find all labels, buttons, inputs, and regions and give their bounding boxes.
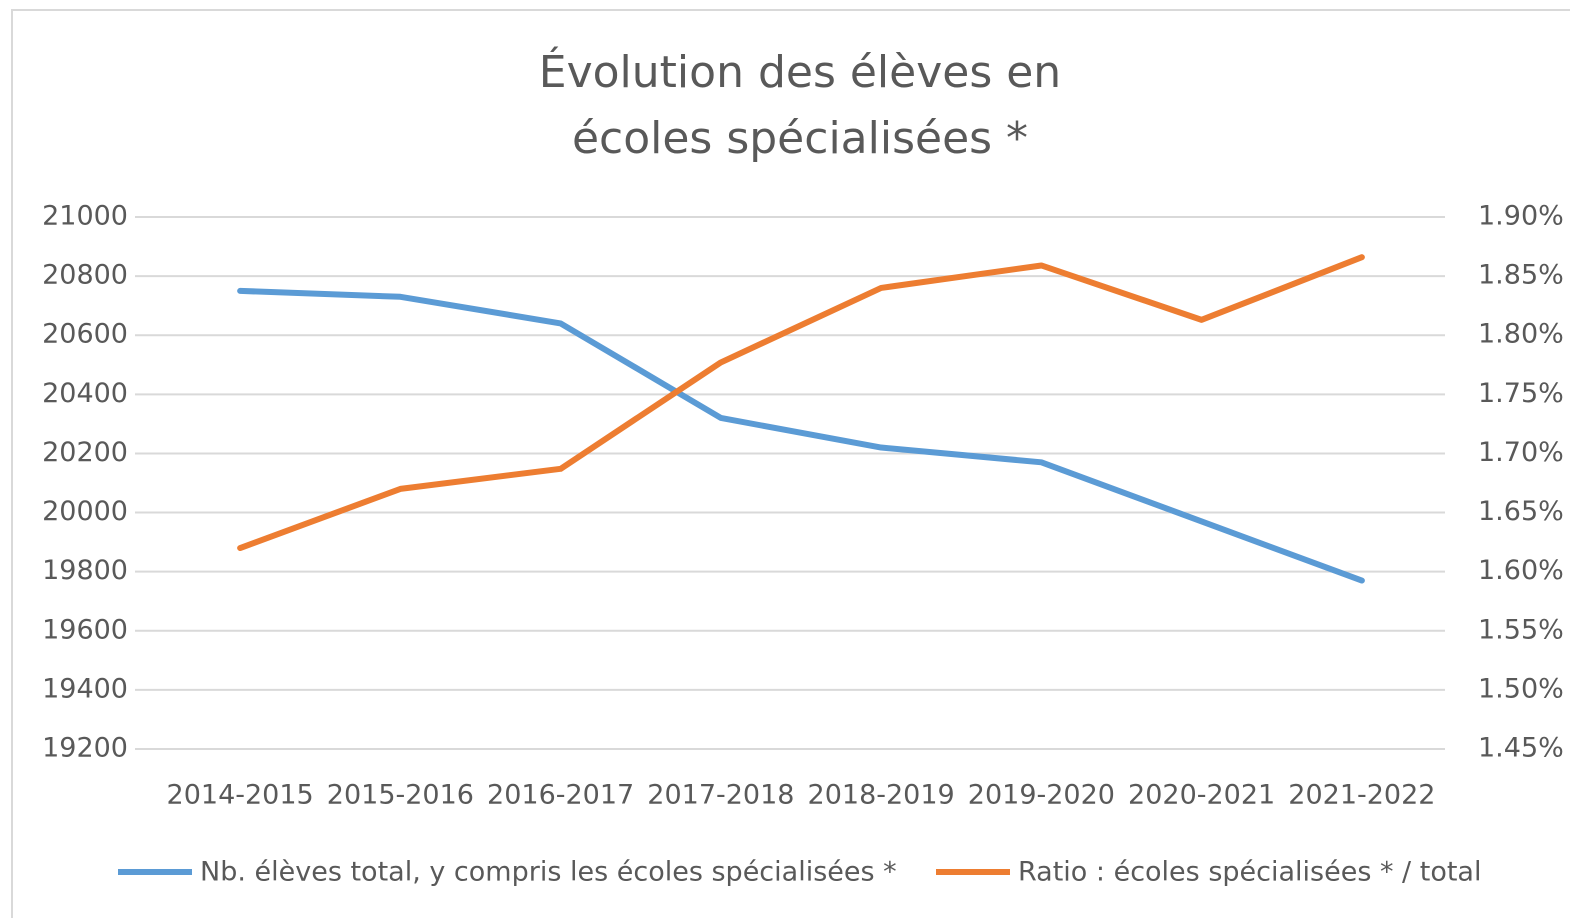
y-tick-label: 19800: [42, 555, 128, 586]
y-tick-label: 20000: [42, 496, 128, 527]
y-tick-label: 20200: [42, 437, 128, 468]
x-tick-label: 2014-2015: [167, 780, 314, 811]
y2-tick-label: 1.55%: [1478, 614, 1564, 645]
y2-tick-label: 1.50%: [1478, 673, 1564, 704]
series-line: [237, 254, 1365, 552]
y-tick-label: 21000: [42, 201, 128, 232]
x-tick-label: 2019-2020: [968, 780, 1115, 811]
legend-label: Ratio : écoles spécialisées * / total: [1018, 857, 1481, 888]
x-tick-label: 2020-2021: [1128, 780, 1275, 811]
y-tick-label: 19600: [42, 614, 128, 645]
y-tick-label: 19200: [42, 733, 128, 764]
x-tick-label: 2015-2016: [327, 780, 474, 811]
y2-tick-label: 1.70%: [1478, 437, 1564, 468]
x-tick-label: 2016-2017: [487, 780, 634, 811]
y-tick-label: 19400: [42, 673, 128, 704]
y2-tick-label: 1.80%: [1478, 319, 1564, 350]
y-tick-label: 20400: [42, 378, 128, 409]
y2-tick-label: 1.90%: [1478, 201, 1564, 232]
y2-tick-label: 1.85%: [1478, 260, 1564, 291]
x-tick-label: 2021-2022: [1288, 780, 1435, 811]
chart-frame: [11, 9, 1570, 918]
series-line: [237, 287, 1365, 584]
x-tick-label: 2017-2018: [647, 780, 794, 811]
y2-tick-label: 1.60%: [1478, 555, 1564, 586]
y-tick-label: 20800: [42, 260, 128, 291]
y2-tick-label: 1.45%: [1478, 733, 1564, 764]
y2-tick-label: 1.65%: [1478, 496, 1564, 527]
y2-tick-label: 1.75%: [1478, 378, 1564, 409]
x-tick-label: 2018-2019: [808, 780, 955, 811]
chart-title: Évolution des élèves en écoles spécialis…: [538, 47, 1062, 164]
y-tick-label: 20600: [42, 319, 128, 350]
legend-label: Nb. élèves total, y compris les écoles s…: [200, 857, 897, 888]
